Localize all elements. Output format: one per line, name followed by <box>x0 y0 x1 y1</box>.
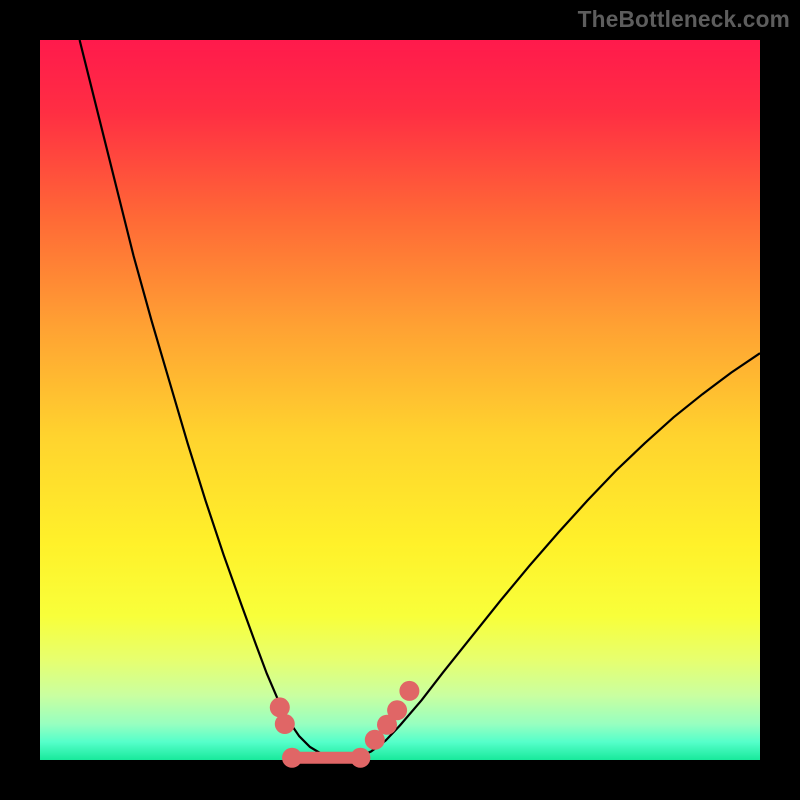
marker-dot <box>282 748 302 768</box>
marker-dot <box>350 748 370 768</box>
marker-dot <box>399 681 419 701</box>
outer-frame: TheBottleneck.com <box>0 0 800 800</box>
marker-flat-bar <box>292 752 360 764</box>
left-curve <box>80 40 343 760</box>
marker-dot <box>387 700 407 720</box>
chart-svg <box>0 0 800 800</box>
marker-dot <box>275 714 295 734</box>
marker-group <box>270 681 420 768</box>
